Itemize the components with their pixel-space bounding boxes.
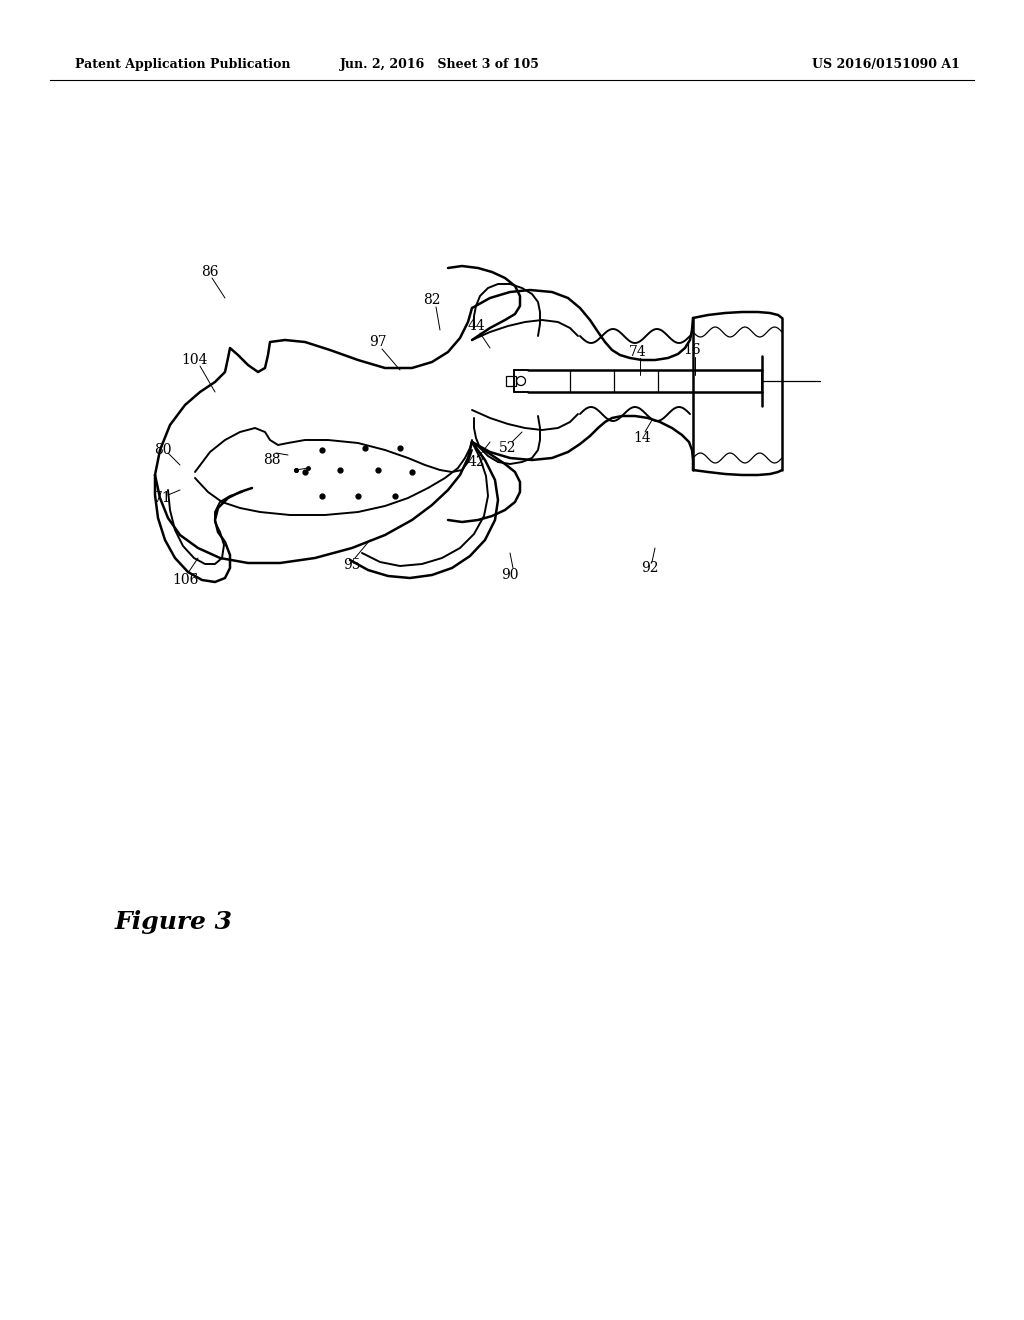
Text: 16: 16 bbox=[683, 343, 700, 356]
Text: 88: 88 bbox=[263, 453, 281, 467]
Text: 42: 42 bbox=[467, 455, 484, 469]
Text: 106: 106 bbox=[172, 573, 199, 587]
Text: 97: 97 bbox=[370, 335, 387, 348]
Text: 95: 95 bbox=[343, 558, 360, 572]
Text: US 2016/0151090 A1: US 2016/0151090 A1 bbox=[812, 58, 961, 71]
Text: Patent Application Publication: Patent Application Publication bbox=[75, 58, 291, 71]
Text: 104: 104 bbox=[181, 352, 208, 367]
Text: 90: 90 bbox=[502, 568, 519, 582]
Text: 74: 74 bbox=[629, 345, 647, 359]
Bar bbox=[506, 376, 516, 385]
Text: 14: 14 bbox=[633, 432, 651, 445]
Text: 82: 82 bbox=[423, 293, 440, 308]
Text: 86: 86 bbox=[202, 265, 219, 279]
Text: 52: 52 bbox=[500, 441, 517, 455]
Text: 80: 80 bbox=[155, 444, 172, 457]
Text: Jun. 2, 2016   Sheet 3 of 105: Jun. 2, 2016 Sheet 3 of 105 bbox=[340, 58, 540, 71]
Text: 44: 44 bbox=[467, 319, 485, 333]
Text: 92: 92 bbox=[641, 561, 658, 576]
Text: Figure 3: Figure 3 bbox=[115, 909, 233, 935]
Text: 71: 71 bbox=[155, 491, 172, 506]
